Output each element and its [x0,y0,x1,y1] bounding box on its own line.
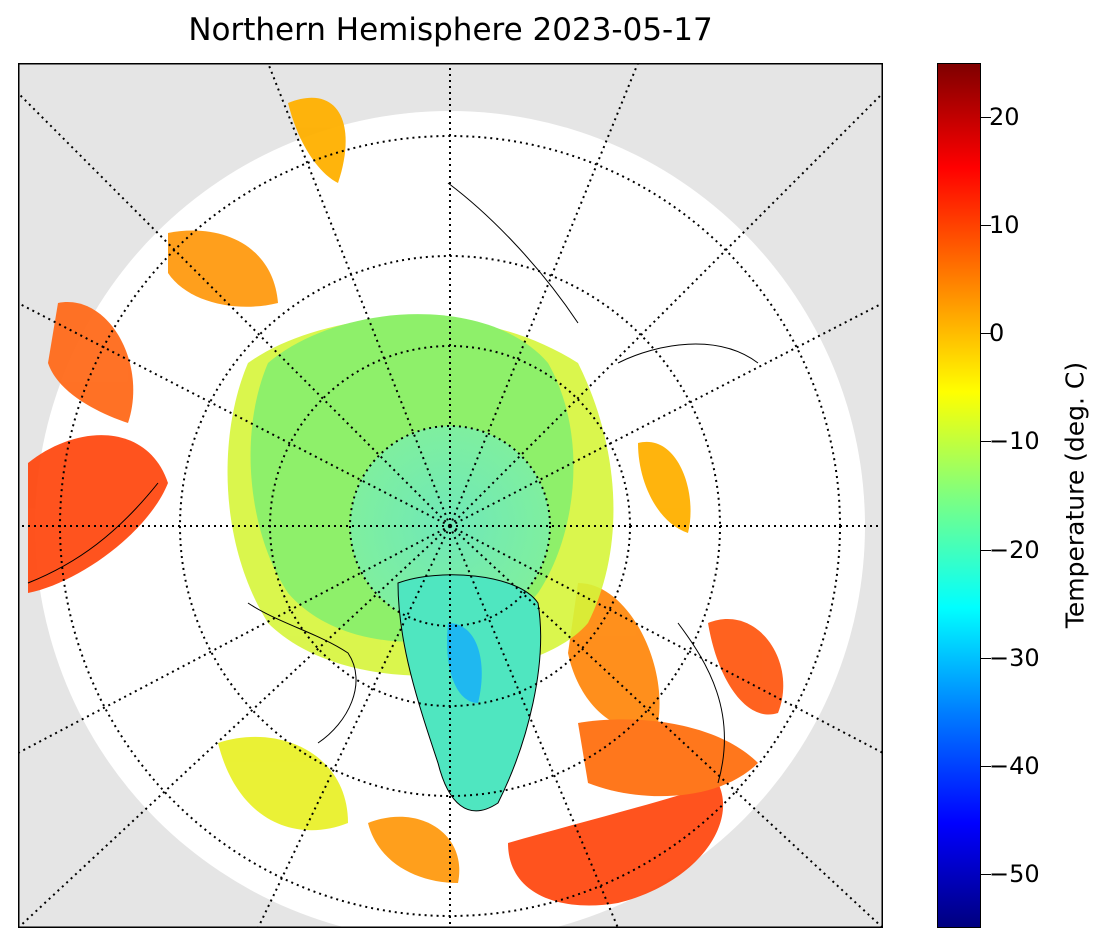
warm-sea-regions [28,97,784,906]
colorbar-tick-label: 0 [989,319,1005,348]
colorbar-tick-label: 10 [989,211,1020,240]
colorbar-label: Temperature (deg. C) [1060,361,1090,629]
colorbar [937,63,981,928]
colorbar-tick-label: −40 [989,751,1040,780]
colorbar-tick-label: 20 [989,103,1020,132]
polar-map [18,63,883,928]
colorbar-tick [981,765,991,767]
colorbar-tick [981,549,991,551]
coastlines [27,182,759,812]
colorbar-tick [981,441,991,443]
colorbar-tick [981,333,991,335]
colorbar-tick-label: −50 [989,859,1040,888]
colorbar-tick [981,873,991,875]
colorbar-tick-label: −30 [989,643,1040,672]
colorbar-tick [981,657,991,659]
map-border [18,63,883,928]
graticule [18,63,883,928]
colorbar-tick-label: −10 [989,427,1040,456]
map-title: Northern Hemisphere 2023-05-17 [188,12,713,48]
colorbar-tick [981,117,991,119]
colorbar-tick-label: −20 [989,535,1040,564]
colorbar-tick [981,225,991,227]
